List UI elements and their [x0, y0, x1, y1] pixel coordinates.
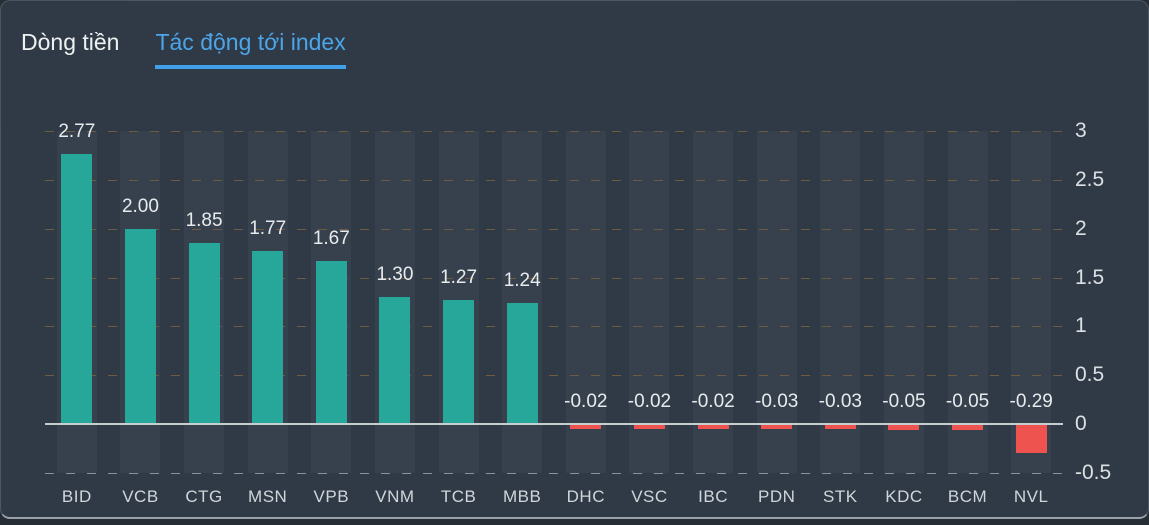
x-axis-label-dhc: DHC — [566, 487, 605, 506]
bar-value-label: -0.02 — [627, 391, 672, 412]
bar-pdn[interactable] — [761, 425, 793, 429]
bar-value-label: -0.03 — [818, 391, 862, 412]
bar-value-label: -0.02 — [564, 391, 608, 412]
bar-bid[interactable] — [61, 153, 93, 424]
y-axis-tick-label: 1 — [1075, 314, 1087, 338]
category-stripe — [629, 131, 670, 473]
gridline — [45, 472, 1063, 474]
x-axis-label-msn: MSN — [248, 487, 288, 506]
bar-value-label: 1.85 — [185, 210, 223, 232]
bar-tcb[interactable] — [443, 300, 475, 424]
bar-value-label: 1.27 — [440, 267, 478, 289]
bar-dhc[interactable] — [570, 425, 602, 429]
bar-mbb[interactable] — [506, 302, 538, 424]
category-stripe — [1011, 131, 1052, 473]
bar-vcb[interactable] — [124, 228, 156, 424]
x-axis-label-vnm: VNM — [375, 487, 415, 506]
bar-nvl[interactable] — [1015, 425, 1047, 454]
y-axis-tick-label: 0 — [1075, 412, 1087, 435]
category-stripe — [820, 131, 861, 473]
y-axis-tick-label: 1.5 — [1075, 265, 1105, 289]
gridline — [45, 326, 1063, 328]
bar-value-label: 1.77 — [249, 218, 287, 240]
bar-ctg[interactable] — [188, 243, 220, 424]
category-stripe — [693, 131, 734, 473]
x-axis-label-bcm: BCM — [947, 487, 988, 506]
y-axis-tick-label: 0.5 — [1075, 363, 1105, 387]
bar-value-label: 1.67 — [312, 228, 350, 249]
tab-dong-tien[interactable]: Dòng tiền — [21, 29, 120, 55]
gridline — [45, 180, 1063, 181]
bar-value-label: -0.05 — [945, 391, 990, 412]
tab-bar: Dòng tiền Tác động tới index — [21, 29, 346, 69]
x-axis-label-nvl: NVL — [1013, 487, 1049, 506]
category-stripe — [565, 131, 606, 473]
x-axis-label-ctg: CTG — [185, 487, 223, 506]
x-axis-label-vsc: VSC — [631, 487, 668, 506]
gridline — [45, 131, 1063, 133]
x-axis-label-kdc: KDC — [885, 487, 923, 506]
x-axis-label-vcb: VCB — [122, 487, 159, 506]
x-axis-label-mbb: MBB — [503, 487, 542, 506]
bar-vsc[interactable] — [633, 425, 665, 429]
bar-vnm[interactable] — [379, 297, 411, 424]
category-stripe — [756, 131, 797, 473]
bar-value-label: -0.02 — [691, 391, 735, 412]
x-axis-label-vpb: VPB — [313, 487, 350, 506]
y-axis-tick-label: 3 — [1075, 119, 1087, 143]
bar-vpb[interactable] — [315, 261, 347, 424]
tab-tac-dong-toi-index[interactable]: Tác động tới index — [155, 29, 346, 69]
gridline — [45, 277, 1063, 279]
gridline — [45, 375, 1063, 377]
bar-value-label: -0.03 — [755, 391, 799, 412]
bar-value-label: 2.77 — [58, 120, 96, 142]
bar-value-label: 1.30 — [376, 264, 414, 286]
x-axis-label-bid: BID — [61, 487, 92, 506]
gridline — [45, 228, 1063, 230]
bar-ibc[interactable] — [697, 425, 729, 429]
zero-axis-line — [45, 423, 1063, 425]
category-stripe — [883, 131, 924, 473]
bar-value-label: -0.05 — [882, 391, 926, 412]
bar-kdc[interactable] — [888, 425, 920, 430]
bar-stk[interactable] — [824, 425, 856, 429]
category-stripe — [947, 131, 988, 473]
x-axis-label-tcb: TCB — [440, 487, 477, 506]
bar-value-label: 1.24 — [503, 269, 541, 291]
bar-bcm[interactable] — [952, 425, 984, 430]
x-axis-label-ibc: IBC — [698, 487, 728, 506]
y-axis-tick-label: 2.5 — [1075, 168, 1105, 191]
bar-msn[interactable] — [252, 251, 284, 424]
x-axis-label-pdn: PDN — [757, 487, 796, 506]
y-axis-tick-label: -0.5 — [1075, 460, 1112, 484]
bar-value-label: 2.00 — [121, 195, 159, 217]
bar-value-label: -0.29 — [1009, 391, 1053, 412]
x-axis-label-stk: STK — [823, 487, 858, 506]
y-axis-tick-label: 2 — [1075, 216, 1087, 240]
